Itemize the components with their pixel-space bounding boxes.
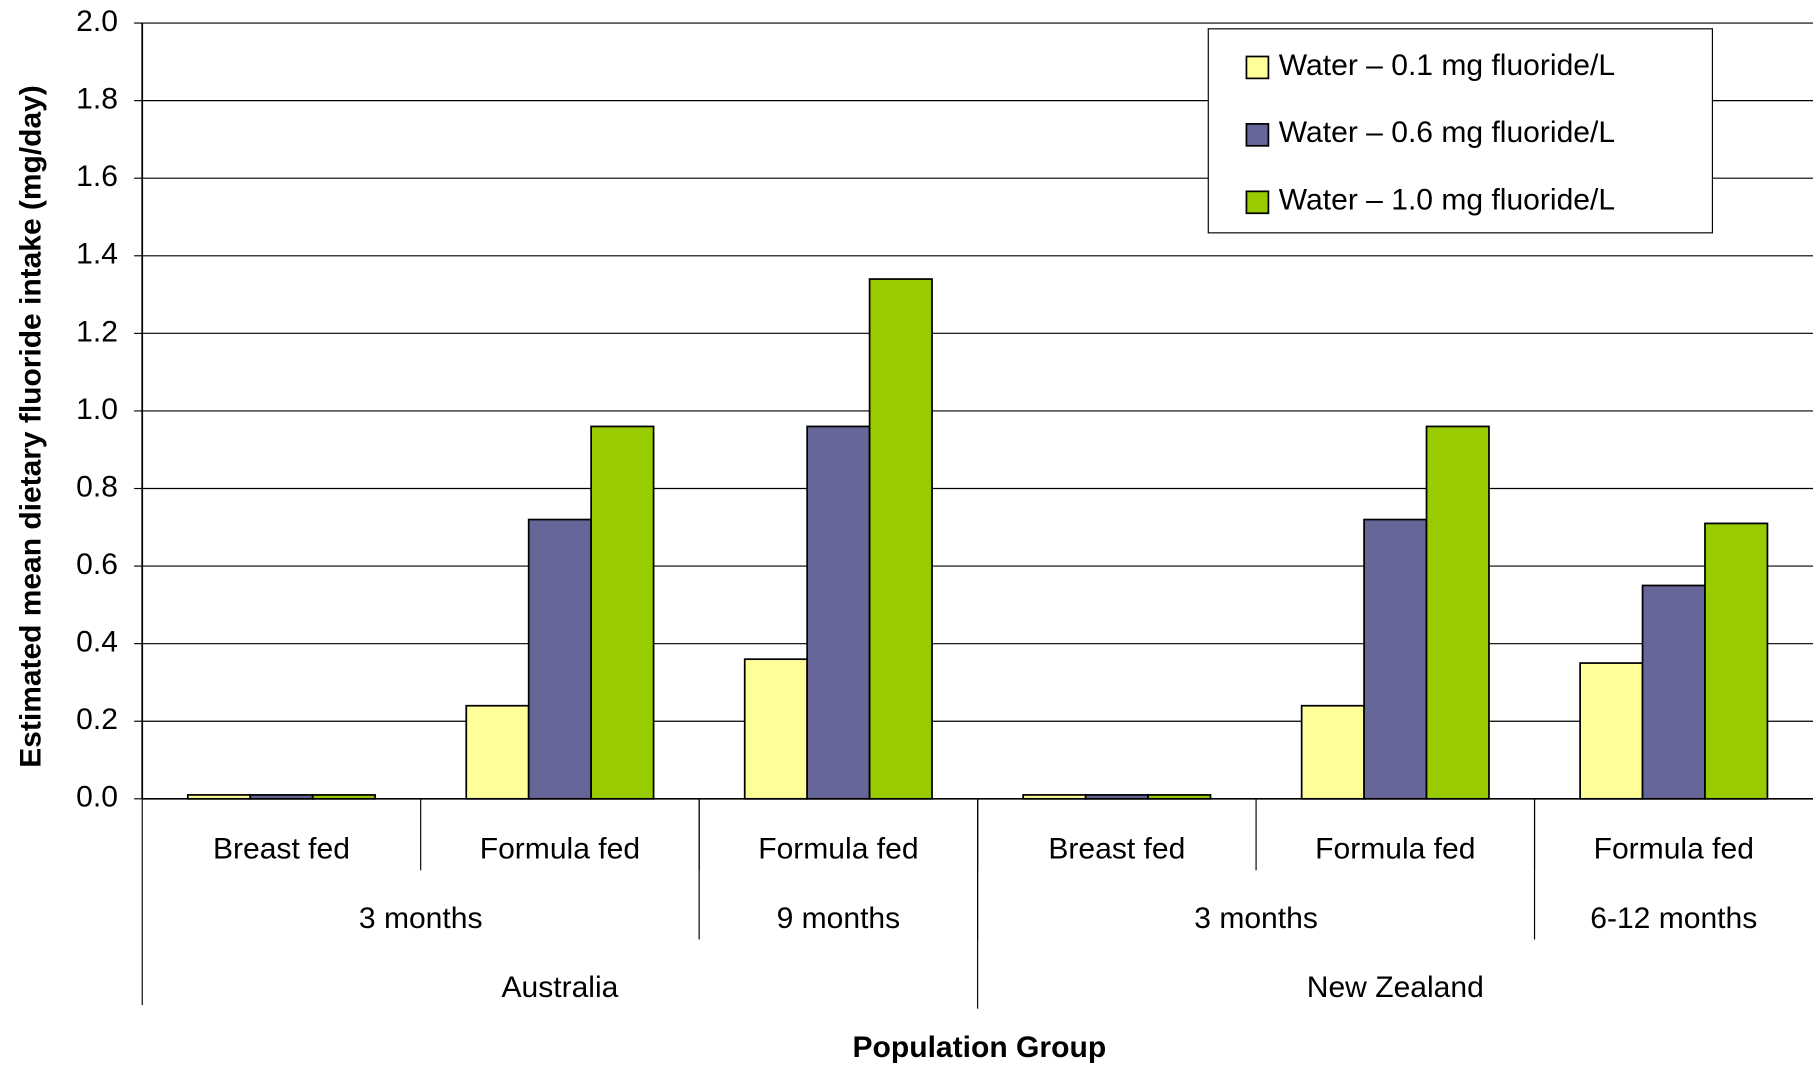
y-tick-label: 1.8 [76,83,118,116]
group-label: 6-12 months [1590,902,1757,935]
x-tick-label: Breast fed [213,833,350,866]
group-label: Australia [501,971,618,1004]
bar [1425,425,1490,800]
bar [590,425,655,800]
group-label: 3 months [1194,902,1318,935]
bar [1641,584,1706,800]
bar [1579,662,1644,800]
bar [527,518,592,800]
group-label: New Zealand [1307,971,1484,1004]
group-label: 3 months [359,902,483,935]
bar [868,278,933,800]
legend-label: Water – 1.0 mg fluoride/L [1279,184,1615,217]
bar [465,704,530,800]
x-tick-label: Formula fed [1594,833,1754,866]
bar [743,658,809,800]
y-tick-label: 1.4 [76,238,118,271]
x-axis-title: Population Group [852,1031,1106,1064]
y-tick-label: 1.2 [76,315,118,348]
y-tick-label: 2.0 [76,5,118,38]
group-label: 9 months [777,902,901,935]
legend-swatch [1245,55,1270,80]
bar [806,425,871,800]
y-tick-label: 0.2 [76,703,118,736]
y-tick-label: 1.0 [76,393,118,426]
y-tick-label: 0.8 [76,470,118,503]
y-axis-title: Estimated mean dietary fluoride intake (… [14,85,47,767]
y-tick-label: 0.0 [76,781,118,814]
legend-swatch [1245,123,1270,147]
x-tick-label: Formula fed [480,833,640,866]
legend-label: Water – 0.1 mg fluoride/L [1279,49,1615,82]
legend-box [1207,28,1713,234]
x-tick-label: Formula fed [758,833,918,866]
x-tick-label: Breast fed [1048,833,1185,866]
bar [1704,522,1769,800]
x-tick-label: Formula fed [1315,833,1475,866]
bar [1300,704,1365,800]
bar [1363,518,1428,800]
legend-label: Water – 0.6 mg fluoride/L [1279,116,1615,149]
y-tick-label: 0.4 [76,626,118,659]
y-tick-label: 1.6 [76,160,118,193]
y-tick-label: 0.6 [76,548,118,581]
legend-swatch [1245,190,1270,215]
